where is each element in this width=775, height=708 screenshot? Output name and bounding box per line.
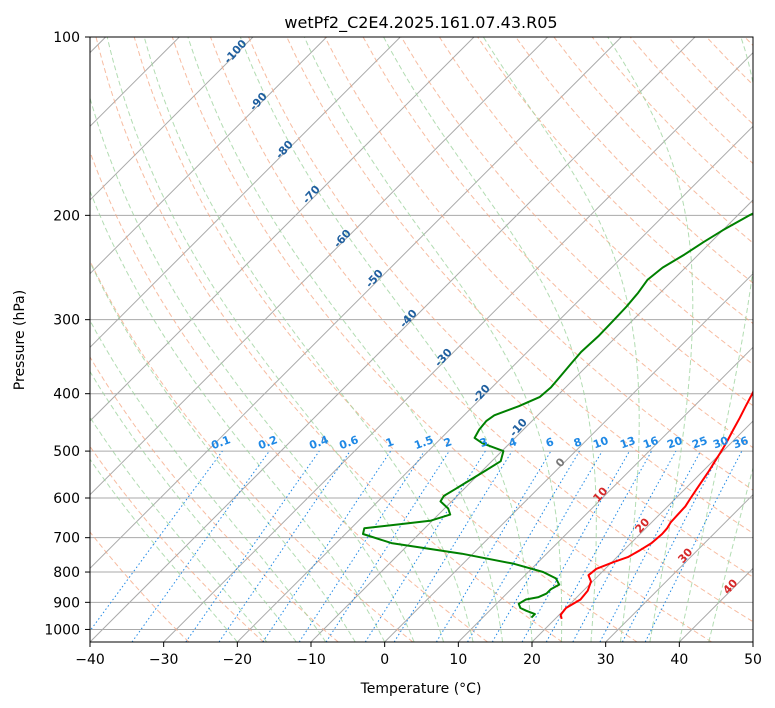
y-tick-label: 1000 xyxy=(44,622,80,638)
mixing-ratio-line xyxy=(521,450,630,642)
dewpoint-profile-line xyxy=(362,212,753,619)
y-axis-label: Pressure (hPa) xyxy=(12,290,28,390)
mixing-ratio-label: 13 xyxy=(618,434,637,451)
isotherm-line xyxy=(605,493,753,642)
x-tick-label: −30 xyxy=(149,652,179,668)
mixing-ratio-label: 0.2 xyxy=(256,433,279,452)
y-tick-label: 200 xyxy=(53,208,80,224)
mixing-ratio-label: 16 xyxy=(641,434,660,452)
isotherm-line xyxy=(90,37,696,642)
moist-adiabat-line xyxy=(90,319,327,642)
mixing-ratio-label: 0.6 xyxy=(337,433,360,452)
dry-adiabat-line xyxy=(438,37,753,366)
mixing-ratio-label: 20 xyxy=(665,434,684,452)
y-tick-label: 700 xyxy=(53,531,80,547)
moist-adiabat-line xyxy=(482,37,640,642)
isotherm-line xyxy=(90,37,328,275)
temperature-profile-line xyxy=(559,389,753,620)
x-tick-label: 0 xyxy=(380,652,389,668)
dry-adiabat-line xyxy=(90,259,414,642)
moist-adiabat-line xyxy=(708,466,753,642)
mixing-ratio-label: 36 xyxy=(731,434,750,452)
dry-adiabat-line xyxy=(515,37,753,284)
moist-adiabat-line xyxy=(90,458,238,642)
y-tick-label: 900 xyxy=(53,595,80,611)
x-tick-label: 30 xyxy=(597,652,615,668)
mixing-ratio-label: 1.5 xyxy=(412,433,435,452)
moist-adiabat-line xyxy=(678,37,753,642)
x-tick-label: 40 xyxy=(670,652,688,668)
dry-adiabat-line xyxy=(210,37,753,623)
mixing-ratio-line xyxy=(393,450,513,642)
y-tick-label: 100 xyxy=(53,30,80,46)
y-tick-label: 600 xyxy=(53,491,80,507)
dry-adiabat-line xyxy=(400,37,753,407)
plot-frame xyxy=(89,36,754,643)
dry-adiabat-line xyxy=(248,37,753,578)
moist-adiabat-line xyxy=(303,37,563,642)
y-tick-label: 300 xyxy=(53,313,80,329)
mixing-ratio-line xyxy=(262,450,392,642)
isotherm-line xyxy=(236,125,753,642)
dry-adiabat-line xyxy=(133,37,638,642)
mixing-ratio-line xyxy=(364,450,486,642)
mixing-ratio-line xyxy=(545,450,653,642)
dry-adiabat-line xyxy=(90,531,190,642)
profile-lines xyxy=(362,212,753,620)
isotherm-line xyxy=(90,37,622,570)
x-tick-label: 50 xyxy=(744,652,762,668)
moist-adiabat-line xyxy=(90,260,356,642)
mixing-ratio-label: 0.4 xyxy=(307,433,330,452)
mixing-ratio-label: 6 xyxy=(544,435,556,450)
mixing-ratio-label: 1 xyxy=(384,435,396,450)
moist-adiabat-line xyxy=(90,416,268,642)
x-tick-label: 10 xyxy=(449,652,467,668)
moist-adiabat-line xyxy=(143,37,474,642)
x-tick-label: −20 xyxy=(223,652,253,668)
isotherm-line xyxy=(163,51,753,642)
isotherm-line xyxy=(531,420,753,642)
dry-adiabat-line xyxy=(90,445,264,642)
dry-adiabat-line xyxy=(95,37,563,642)
mixing-ratio-label: 4 xyxy=(507,435,519,450)
y-tick-label: 800 xyxy=(53,565,80,581)
y-tick-label: 400 xyxy=(53,387,80,403)
isotherm-line xyxy=(90,37,475,422)
mixing-ratio-label: 8 xyxy=(572,435,584,450)
mixing-ratio-line xyxy=(325,450,450,642)
moist-adiabat-line xyxy=(90,189,386,642)
moist-adiabat-line xyxy=(383,37,597,642)
x-tick-label: −10 xyxy=(296,652,326,668)
moist-adiabat-line xyxy=(607,37,694,642)
mixing-ratio-line xyxy=(131,450,270,642)
mixing-ratio-line xyxy=(644,450,743,642)
moist-adiabat-line xyxy=(106,37,445,642)
mixing-ratio-label: 10 xyxy=(591,434,610,452)
chart-title: wetPf2_C2E4.2025.161.07.43.R05 xyxy=(284,13,557,33)
isotherm-line xyxy=(90,37,401,349)
x-tick-label: −40 xyxy=(75,652,105,668)
dry-adiabat-line xyxy=(90,356,339,642)
mixing-ratio-label: 2 xyxy=(442,435,454,450)
x-tick-label: 20 xyxy=(523,652,541,668)
mixing-ratio-line xyxy=(435,450,552,642)
mixing-ratio-label: 25 xyxy=(690,434,709,451)
isotherm-line xyxy=(384,272,753,642)
isotherm-line xyxy=(90,37,549,496)
mixing-ratio-line xyxy=(298,450,425,642)
mixing-ratio-label: 30 xyxy=(711,434,730,452)
x-axis-label: Temperature (°C) xyxy=(360,681,482,697)
mixing-ratio-label: 3 xyxy=(478,435,490,450)
mixing-ratio-label: 0.1 xyxy=(209,433,232,452)
axes: −40 −30 −20 −10 0 10 20 30 40 5010020030040050060… xyxy=(44,30,762,668)
isotherm-line xyxy=(90,37,254,201)
y-tick-label: 500 xyxy=(53,444,80,460)
mixing-ratio-line xyxy=(218,450,351,642)
dry-adiabat-line xyxy=(90,150,488,642)
dry-adiabat-line xyxy=(171,37,712,642)
